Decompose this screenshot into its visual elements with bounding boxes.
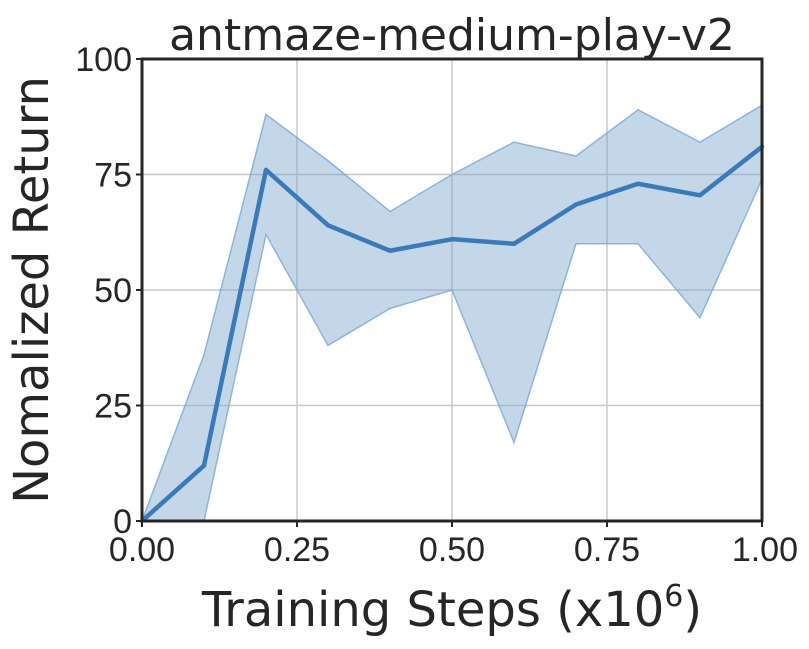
x-tick-label-2: 0.50 [419, 531, 485, 569]
y-axis-ticks: 0 25 50 75 100 [75, 41, 142, 541]
x-axis-label-suffix: ) [683, 582, 702, 638]
x-tick-label-4: 1.00 [732, 531, 798, 569]
x-tick-label-3: 0.75 [574, 531, 640, 569]
x-axis-label-exponent: 6 [664, 579, 683, 614]
series-line-0 [139, 144, 765, 524]
y-tick-label-0: 0 [113, 503, 132, 541]
y-tick-label-4: 100 [75, 41, 132, 79]
y-tick-label-1: 25 [94, 388, 132, 426]
chart-title: antmaze-medium-play-v2 [169, 10, 735, 61]
x-tick-label-1: 0.25 [264, 531, 330, 569]
y-axis-label: Nomalized Return [4, 76, 60, 504]
x-axis-label: Training Steps (x106) [201, 579, 702, 638]
x-tick-label-0: 0.00 [109, 531, 175, 569]
x-axis-label-prefix: Training Steps (x10 [201, 582, 664, 638]
x-axis-ticks: 0.00 0.25 0.50 0.75 1.00 [109, 521, 798, 569]
y-tick-label-2: 50 [94, 272, 132, 310]
y-tick-label-3: 75 [94, 157, 132, 195]
